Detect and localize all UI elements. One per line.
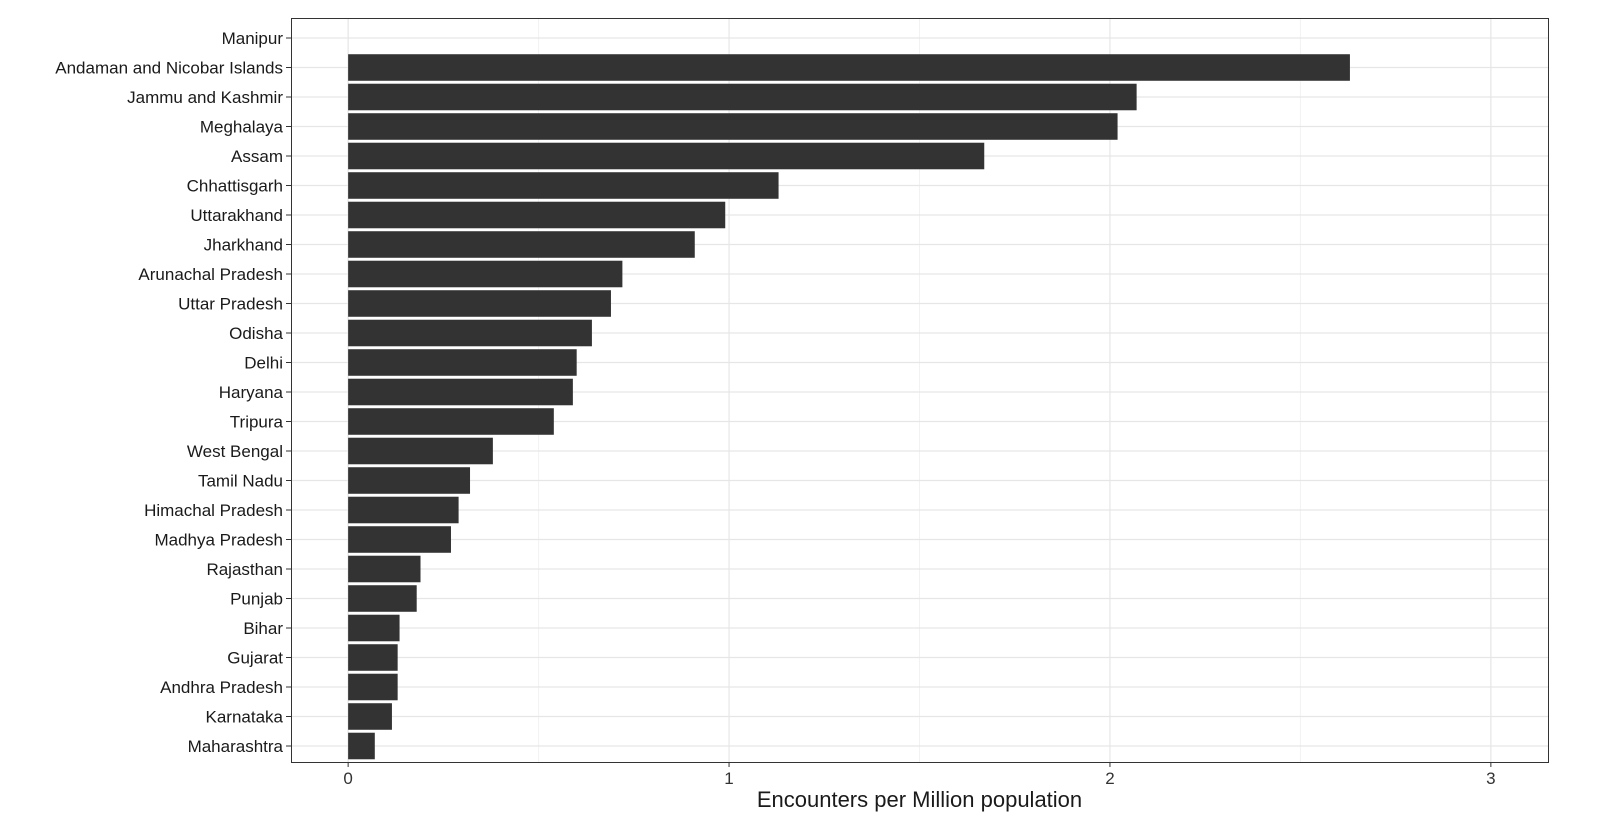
y-tick-label: Chhattisgarh (187, 177, 283, 196)
y-tick-label: West Bengal (187, 442, 283, 461)
bar (348, 83, 1137, 111)
bars (348, 54, 1350, 760)
bar (348, 260, 623, 288)
y-tick-label: Delhi (244, 354, 283, 373)
y-tick-label: Haryana (219, 383, 284, 402)
bar (348, 408, 554, 435)
y-tick-label: Tamil Nadu (198, 472, 283, 491)
y-tick-label: Karnataka (206, 708, 284, 727)
y-tick-label: Arunachal Pradesh (138, 265, 283, 284)
y-tick-label: Uttar Pradesh (178, 295, 283, 314)
bar (348, 319, 592, 347)
panel-border (291, 18, 1549, 763)
y-tick-label: Meghalaya (200, 118, 284, 137)
bar (348, 142, 985, 170)
bar (348, 526, 451, 553)
bar (348, 113, 1118, 140)
y-tick-label: Maharashtra (188, 737, 284, 756)
bar (348, 172, 779, 199)
bar (348, 290, 611, 317)
y-tick-label: Manipur (222, 29, 284, 48)
x-tick-label: 0 (343, 769, 352, 788)
y-tick-label: Odisha (229, 324, 283, 343)
y-tick-label: Himachal Pradesh (144, 501, 283, 520)
y-tick-label: Bihar (243, 619, 283, 638)
y-tick-label: Rajasthan (206, 560, 283, 579)
x-tick-label: 2 (1105, 769, 1114, 788)
y-tick-label: Andhra Pradesh (160, 678, 283, 697)
bar (348, 54, 1350, 81)
bar (348, 378, 573, 406)
y-tick-label: Uttarakhand (190, 206, 283, 225)
x-axis: 0 1 2 3 (343, 762, 1496, 788)
bar (348, 732, 375, 760)
bar (348, 585, 417, 612)
y-tick-label: Madhya Pradesh (154, 531, 283, 550)
bar (348, 231, 695, 258)
y-tick-label: Jharkhand (204, 236, 283, 255)
bar (348, 201, 726, 229)
bar (348, 467, 471, 494)
y-tick-label: Gujarat (227, 649, 283, 668)
y-tick-label: Andaman and Nicobar Islands (55, 59, 283, 78)
y-tick-label: Tripura (230, 413, 284, 432)
bar (348, 673, 398, 701)
bar (348, 644, 398, 671)
bar (348, 349, 577, 376)
y-tick-label: Assam (231, 147, 283, 166)
x-tick-label: 3 (1486, 769, 1495, 788)
y-tick-label: Jammu and Kashmir (127, 88, 283, 107)
y-tick-label: Punjab (230, 590, 283, 609)
bar (348, 555, 421, 583)
bar (348, 437, 493, 465)
x-axis-label: Encounters per Million population (757, 787, 1082, 812)
bar (348, 496, 459, 524)
y-axis: Manipur Andaman and Nicobar Islands Jammu … (55, 29, 291, 756)
bar (348, 703, 392, 730)
x-tick-label: 1 (724, 769, 733, 788)
bar (348, 614, 400, 642)
